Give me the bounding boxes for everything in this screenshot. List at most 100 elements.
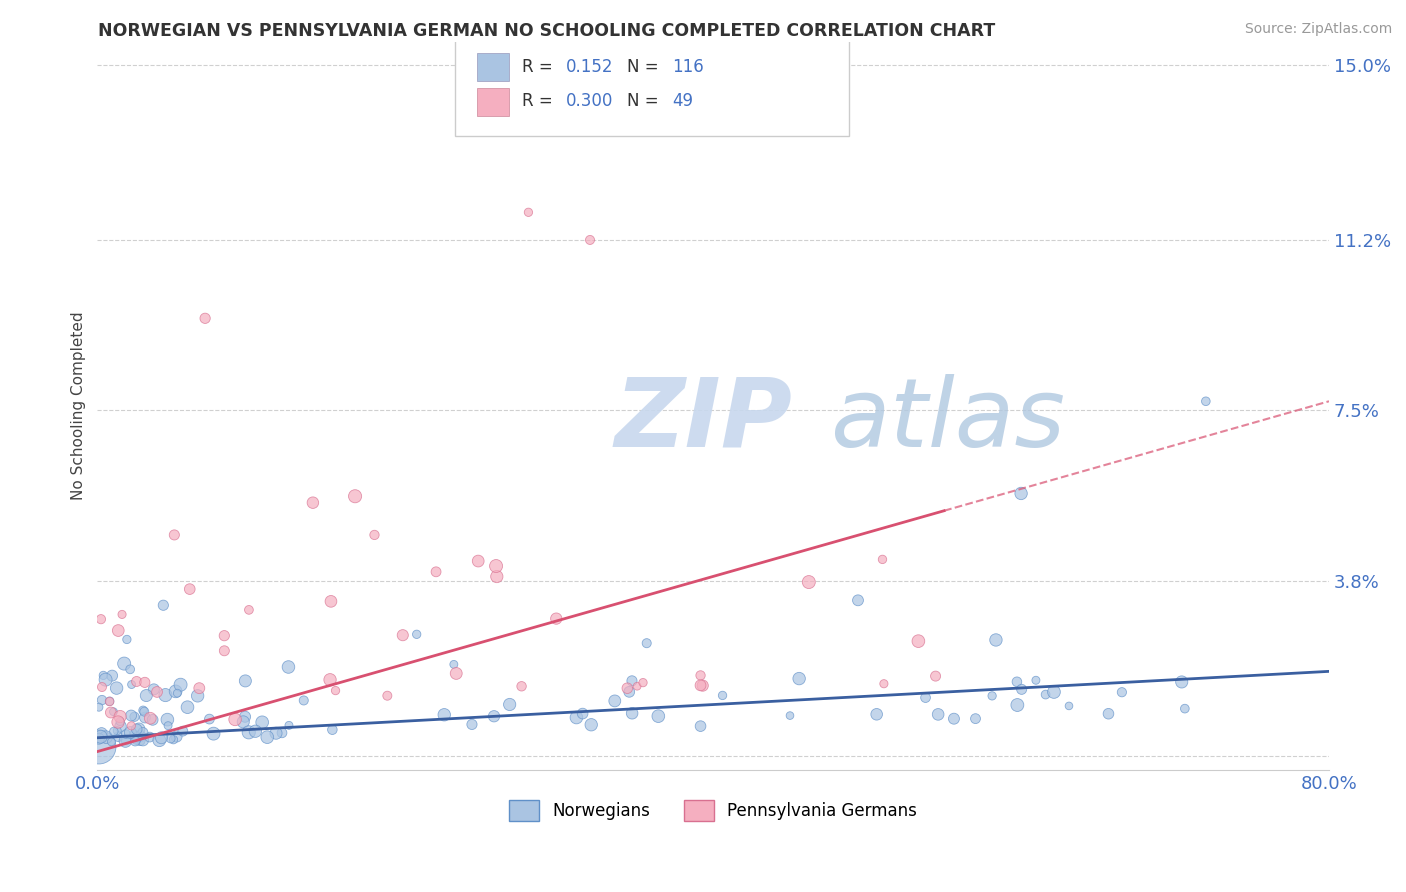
Point xyxy=(100,706,122,720)
Point xyxy=(103,724,125,739)
Point xyxy=(87,731,110,746)
Point xyxy=(132,733,155,747)
Point xyxy=(319,594,342,608)
Point xyxy=(546,612,568,626)
Point xyxy=(1097,706,1119,721)
Point xyxy=(125,733,148,747)
Point xyxy=(565,710,588,724)
Point xyxy=(90,726,112,740)
Point xyxy=(1005,674,1028,689)
Point xyxy=(152,599,174,613)
Point xyxy=(214,629,236,643)
Point xyxy=(112,657,135,671)
Point xyxy=(689,668,711,682)
Point xyxy=(128,722,150,736)
Point xyxy=(711,689,734,703)
Point xyxy=(115,727,138,741)
Text: Source: ZipAtlas.com: Source: ZipAtlas.com xyxy=(1244,22,1392,37)
Point xyxy=(621,706,644,721)
Point xyxy=(91,680,114,694)
Point xyxy=(245,724,267,739)
Text: ZIP: ZIP xyxy=(614,374,793,467)
Point xyxy=(110,719,132,733)
Point xyxy=(873,677,896,691)
Point xyxy=(132,725,155,739)
Point xyxy=(124,710,146,724)
Point xyxy=(135,689,157,703)
Point xyxy=(325,683,347,698)
Point xyxy=(159,731,181,746)
Point xyxy=(321,723,343,737)
Text: R =: R = xyxy=(522,93,558,111)
Point xyxy=(121,677,143,691)
Point xyxy=(125,674,148,689)
Point xyxy=(942,712,965,726)
Point xyxy=(433,707,456,722)
Point xyxy=(616,681,638,696)
Point xyxy=(271,726,294,740)
Point xyxy=(142,713,165,727)
Point xyxy=(375,689,398,703)
Point xyxy=(138,730,160,744)
Point xyxy=(120,708,142,723)
Point xyxy=(107,624,129,638)
Point xyxy=(1010,486,1032,500)
Point xyxy=(235,673,257,688)
Text: N =: N = xyxy=(627,57,664,76)
Point xyxy=(146,685,169,699)
Point xyxy=(510,679,533,693)
Point xyxy=(163,528,186,542)
Point xyxy=(165,684,187,698)
Point xyxy=(111,607,134,622)
Text: atlas: atlas xyxy=(830,374,1066,467)
Point xyxy=(1170,675,1192,690)
Point xyxy=(1043,685,1066,699)
Point xyxy=(787,672,810,686)
Point xyxy=(250,715,273,730)
Point xyxy=(156,713,179,727)
Point xyxy=(105,681,128,695)
Point xyxy=(150,731,173,745)
Point xyxy=(443,657,465,672)
FancyBboxPatch shape xyxy=(477,87,509,116)
Point xyxy=(363,528,385,542)
Point xyxy=(264,726,287,740)
Point xyxy=(114,734,136,748)
Point xyxy=(517,205,540,219)
Point xyxy=(134,705,156,719)
Point xyxy=(965,712,987,726)
Point xyxy=(115,732,138,747)
Point xyxy=(981,689,1004,703)
Point xyxy=(194,311,217,326)
Point xyxy=(391,628,413,642)
FancyBboxPatch shape xyxy=(454,35,849,136)
Point xyxy=(689,678,711,692)
Point xyxy=(626,679,648,693)
Point xyxy=(139,711,162,725)
Point xyxy=(278,718,301,732)
Point xyxy=(636,636,658,650)
Point xyxy=(127,730,149,744)
Point xyxy=(90,730,112,744)
Point xyxy=(187,689,209,703)
Point xyxy=(148,733,170,747)
Point xyxy=(129,729,152,743)
Point xyxy=(176,700,198,714)
Point xyxy=(115,632,138,647)
Point xyxy=(302,496,325,510)
Point xyxy=(98,694,121,708)
Point xyxy=(124,734,146,748)
Point xyxy=(105,723,128,738)
Point xyxy=(846,593,869,607)
Point xyxy=(1111,685,1133,699)
Point xyxy=(485,559,508,574)
Point xyxy=(344,489,367,503)
Point xyxy=(198,712,221,726)
Point xyxy=(1174,701,1197,715)
Point xyxy=(907,634,929,648)
FancyBboxPatch shape xyxy=(477,53,509,81)
Point xyxy=(927,707,949,722)
Point xyxy=(98,695,121,709)
Point xyxy=(224,712,246,726)
Point xyxy=(172,724,194,739)
